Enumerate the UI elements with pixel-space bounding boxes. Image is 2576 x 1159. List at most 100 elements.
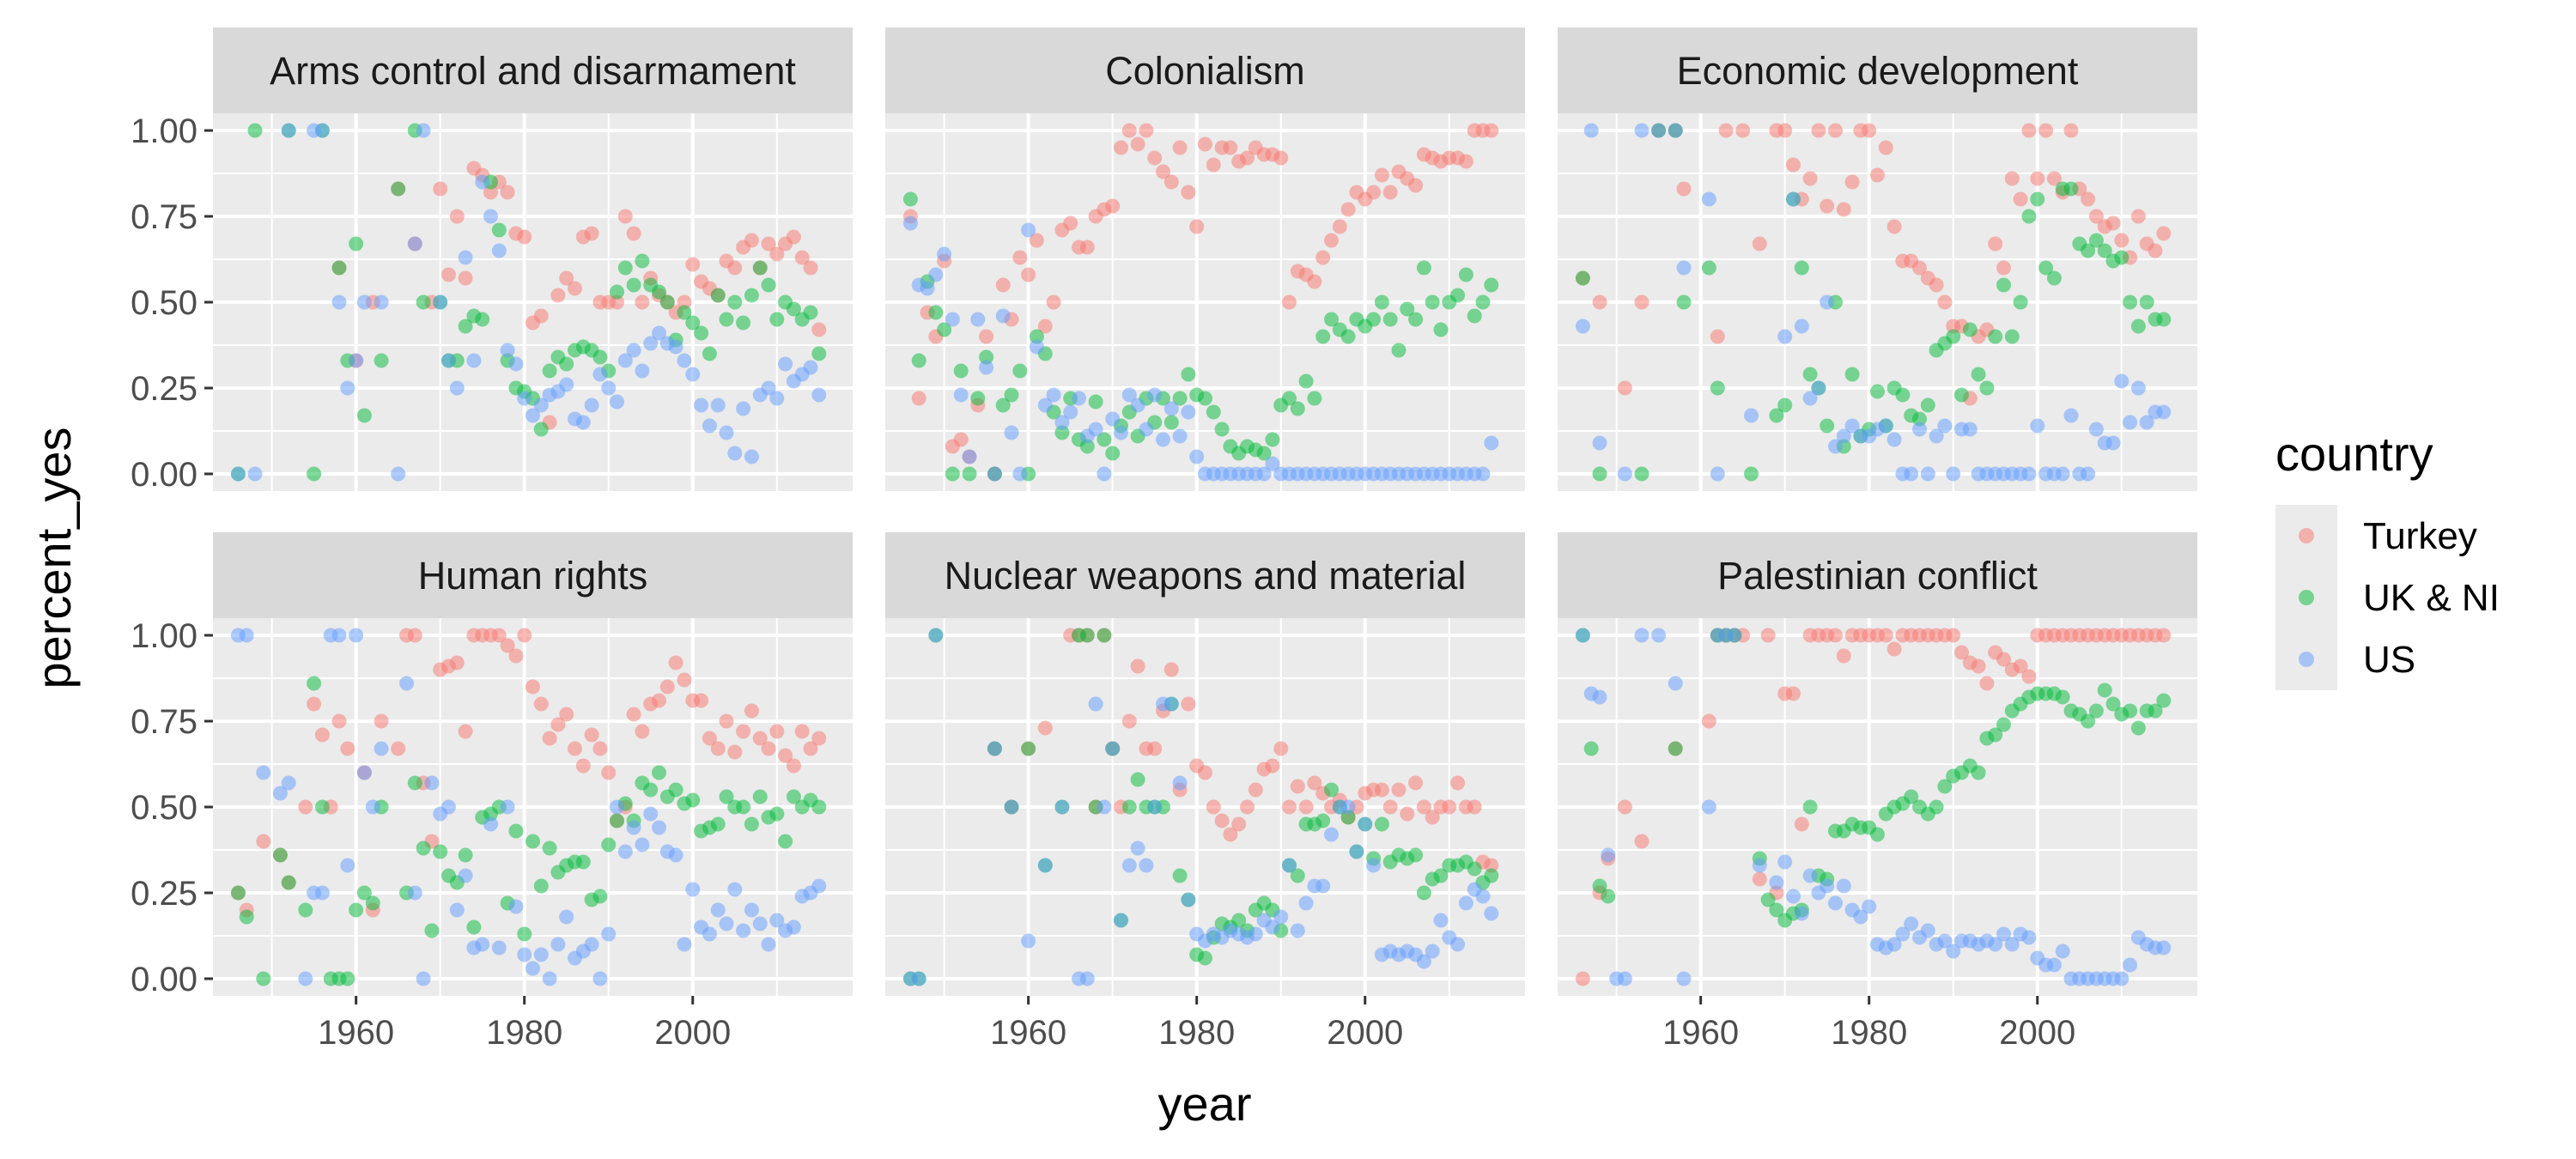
data-point bbox=[1752, 858, 1767, 873]
data-point bbox=[1601, 889, 1616, 904]
data-point bbox=[685, 257, 701, 272]
data-point bbox=[1265, 456, 1280, 471]
data-point bbox=[340, 741, 355, 756]
data-point bbox=[1676, 181, 1692, 197]
data-point bbox=[1391, 343, 1406, 358]
data-point bbox=[533, 422, 549, 437]
data-point bbox=[1054, 425, 1070, 440]
data-point bbox=[2130, 720, 2146, 736]
data-point bbox=[803, 360, 818, 375]
data-point bbox=[1139, 858, 1154, 873]
data-point bbox=[1929, 277, 1944, 293]
data-point bbox=[1484, 123, 1499, 138]
data-point bbox=[744, 449, 759, 464]
data-point bbox=[1634, 294, 1649, 310]
data-point bbox=[1349, 844, 1364, 859]
data-point bbox=[2130, 209, 2146, 224]
data-point bbox=[1147, 741, 1163, 756]
data-point bbox=[1079, 628, 1095, 643]
data-point bbox=[1786, 889, 1801, 904]
data-point bbox=[391, 466, 406, 482]
data-point bbox=[2038, 123, 2054, 138]
data-point bbox=[710, 902, 726, 918]
data-point bbox=[2055, 466, 2070, 482]
data-point bbox=[1425, 810, 1440, 825]
data-point bbox=[1878, 418, 1893, 434]
data-point bbox=[610, 394, 624, 410]
data-point bbox=[736, 923, 751, 938]
x-tick-label: 2000 bbox=[1999, 1014, 2075, 1052]
data-point bbox=[1920, 397, 1935, 413]
data-point bbox=[803, 741, 818, 756]
data-point bbox=[1971, 367, 1986, 382]
data-point bbox=[1996, 277, 2011, 293]
data-point bbox=[1802, 171, 1818, 186]
data-point bbox=[2156, 312, 2172, 327]
data-point bbox=[2004, 937, 2020, 952]
data-point bbox=[1105, 411, 1121, 427]
data-point bbox=[1617, 466, 1632, 482]
data-point bbox=[1442, 799, 1457, 815]
data-point bbox=[2046, 270, 2062, 286]
data-point bbox=[1946, 944, 1961, 959]
data-point bbox=[786, 919, 801, 935]
data-point bbox=[508, 899, 524, 914]
data-point bbox=[356, 294, 372, 310]
data-point bbox=[1290, 868, 1305, 883]
data-point bbox=[1760, 628, 1776, 643]
data-point bbox=[786, 789, 801, 804]
data-point bbox=[1820, 294, 1835, 310]
data-point bbox=[483, 209, 498, 224]
data-point bbox=[517, 391, 532, 406]
data-point bbox=[458, 868, 473, 883]
data-point bbox=[811, 799, 827, 815]
data-point bbox=[399, 676, 414, 691]
data-point bbox=[2114, 971, 2129, 986]
data-point bbox=[1937, 933, 1953, 949]
data-point bbox=[1231, 913, 1247, 928]
data-point bbox=[550, 937, 566, 952]
data-point bbox=[458, 724, 473, 739]
data-point bbox=[1181, 696, 1196, 712]
data-point bbox=[1248, 782, 1263, 798]
data-point bbox=[584, 937, 599, 952]
legend-label: US bbox=[2363, 639, 2415, 681]
data-point bbox=[526, 679, 540, 695]
data-point bbox=[786, 229, 801, 245]
legend: country Turkey UK & NI US bbox=[2275, 427, 2500, 690]
data-point bbox=[710, 741, 726, 756]
data-point bbox=[1634, 466, 1649, 482]
data-point bbox=[2114, 250, 2129, 265]
data-point bbox=[1114, 140, 1128, 155]
data-point bbox=[1820, 878, 1835, 894]
data-point bbox=[1988, 236, 2003, 252]
data-point bbox=[449, 902, 465, 918]
data-point bbox=[635, 294, 650, 310]
data-point bbox=[744, 902, 759, 918]
data-point bbox=[2021, 466, 2037, 482]
data-point bbox=[987, 466, 1002, 482]
data-point bbox=[1307, 274, 1322, 289]
data-point bbox=[2156, 404, 2172, 420]
data-point bbox=[1265, 919, 1280, 935]
data-point bbox=[2021, 669, 2037, 684]
facet-title: Nuclear weapons and material bbox=[945, 554, 1467, 598]
data-point bbox=[1400, 301, 1415, 317]
data-point bbox=[2156, 226, 2172, 241]
data-point bbox=[584, 727, 599, 743]
data-point bbox=[1979, 380, 1995, 396]
data-point bbox=[1037, 397, 1053, 413]
data-point bbox=[307, 676, 322, 691]
data-point bbox=[1701, 713, 1716, 729]
data-point bbox=[794, 250, 810, 265]
data-point bbox=[617, 209, 633, 224]
data-point bbox=[1130, 658, 1145, 674]
x-tick-label: 2000 bbox=[1327, 1014, 1403, 1052]
data-point bbox=[1769, 875, 1784, 890]
data-point bbox=[811, 322, 827, 337]
data-point bbox=[1147, 387, 1163, 403]
data-point bbox=[1777, 854, 1793, 870]
data-point bbox=[407, 236, 422, 252]
data-point bbox=[407, 775, 422, 791]
data-point bbox=[1425, 294, 1440, 310]
